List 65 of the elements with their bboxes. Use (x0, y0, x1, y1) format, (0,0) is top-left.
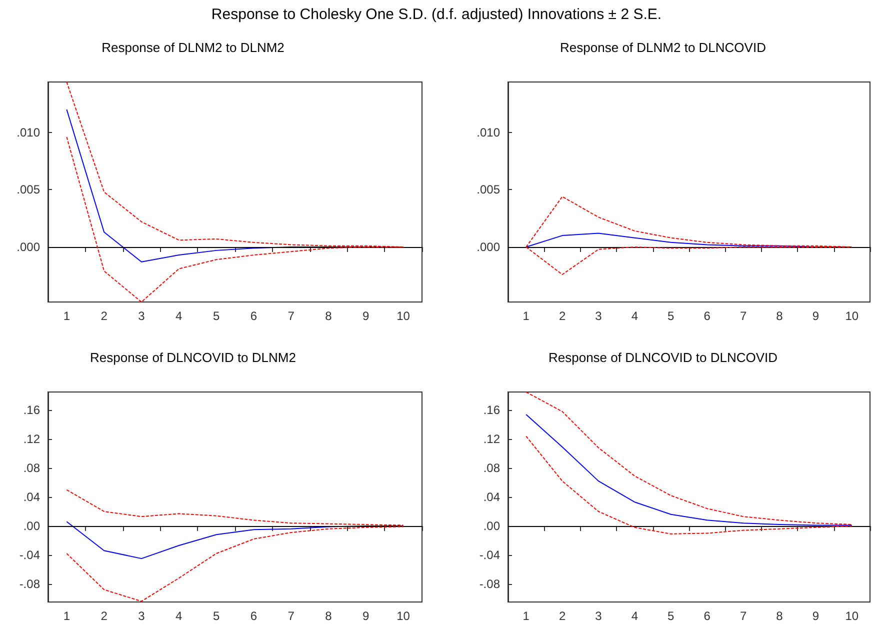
y-tick-label: .16 (483, 403, 500, 418)
x-tick-label: 4 (631, 609, 638, 623)
x-tick-label: 3 (595, 609, 602, 623)
x-tick-label: 2 (100, 309, 108, 323)
y-tick-label: .000 (16, 240, 40, 254)
y-tick-label: .08 (23, 461, 40, 476)
x-tick-label: 6 (250, 609, 258, 623)
x-tick-label: 1 (522, 609, 530, 623)
x-tick-label: 5 (668, 609, 675, 623)
x-tick-label: 9 (812, 609, 820, 623)
x-tick-label: 8 (325, 609, 332, 623)
y-tick-label: -.08 (19, 576, 40, 591)
x-tick-label: 5 (668, 309, 675, 323)
text: Response to Cholesky One S.D. (d.f. adjusted) Innovations ± 2 S.E. (210, 6, 663, 23)
x-tick-label: 10 (845, 609, 859, 623)
y-tick-label: .010 (476, 125, 500, 140)
y-tick-label: -.08 (479, 576, 500, 591)
y-tick-label: .04 (483, 490, 500, 504)
x-tick-label: 1 (63, 609, 70, 623)
x-tick-label: 2 (100, 609, 108, 623)
chart-title: Response of DLNM2 to DLNCOVID (560, 40, 766, 55)
y-tick-label: .005 (476, 182, 500, 197)
x-tick-label: 6 (250, 309, 258, 323)
x-tick-label: 5 (212, 309, 220, 323)
x-tick-label: 7 (288, 309, 295, 323)
y-tick-label: .08 (483, 461, 500, 476)
x-tick-label: 9 (812, 309, 820, 323)
x-tick-label: 9 (362, 609, 370, 623)
x-tick-label: 4 (631, 309, 638, 323)
x-tick-label: 3 (595, 309, 602, 323)
x-tick-label: 6 (704, 309, 711, 323)
x-tick-label: 4 (176, 609, 183, 623)
y-tick-label: .04 (23, 490, 40, 504)
x-tick-label: 2 (558, 309, 566, 323)
x-tick-label: 7 (740, 309, 747, 323)
y-tick-label: .005 (16, 182, 40, 197)
x-tick-label: 8 (325, 309, 332, 323)
y-tick-label: .00 (23, 518, 40, 533)
y-tick-label: -.04 (479, 548, 500, 562)
x-tick-label: 3 (138, 609, 146, 623)
x-tick-label: 7 (288, 609, 295, 623)
chart-title: Response of DLNM2 to DLNM2 (102, 40, 284, 55)
x-tick-label: 9 (362, 309, 370, 323)
x-tick-label: 2 (558, 609, 566, 623)
y-tick-label: .16 (23, 403, 40, 418)
y-tick-label: .010 (16, 125, 40, 140)
x-tick-label: 5 (212, 609, 220, 623)
x-tick-label: 4 (176, 309, 183, 323)
y-tick-label: .12 (483, 432, 500, 446)
chart-title: Response of DLNCOVID to DLNM2 (90, 350, 296, 365)
x-tick-label: 6 (704, 609, 711, 623)
x-tick-label: 8 (776, 309, 784, 323)
x-tick-label: 3 (138, 309, 146, 323)
x-tick-label: 10 (396, 309, 410, 323)
x-tick-label: 8 (776, 609, 784, 623)
x-tick-label: 10 (845, 309, 859, 323)
y-tick-label: -.04 (19, 548, 40, 562)
chart-title: Response of DLNCOVID to DLNCOVID (548, 350, 778, 365)
x-tick-label: 10 (396, 609, 410, 623)
x-tick-label: 1 (522, 309, 530, 323)
x-tick-label: 1 (63, 309, 70, 323)
y-tick-label: .000 (476, 240, 500, 254)
x-tick-label: 7 (740, 609, 747, 623)
y-tick-label: .12 (23, 432, 40, 446)
y-tick-label: .00 (483, 518, 500, 533)
